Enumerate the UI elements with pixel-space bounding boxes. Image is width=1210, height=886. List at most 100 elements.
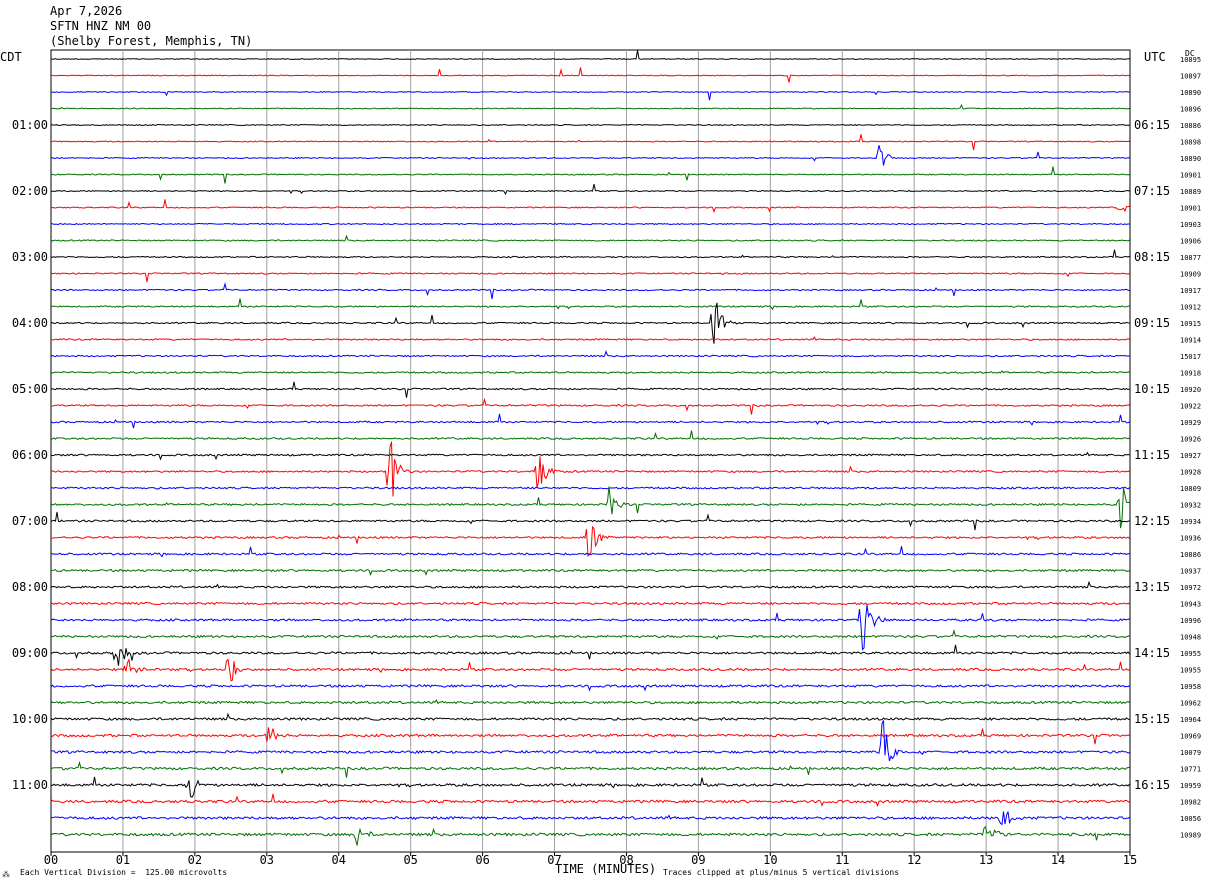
trace-row-45 [51, 776, 1130, 798]
cdt-hour-label: 01:00 [12, 118, 48, 132]
trace-row-14 [50, 272, 1130, 283]
dc-offset-label: 15017 [1180, 353, 1201, 361]
utc-hour-label: 08:15 [1134, 250, 1170, 264]
x-tick-label: 02 [188, 853, 202, 867]
trace-row-19 [50, 350, 1130, 358]
utc-hour-label: 10:15 [1134, 382, 1170, 396]
dc-offset-label: 10895 [1180, 56, 1201, 64]
x-tick-label: 14 [1051, 853, 1065, 867]
trace-row-31 [51, 546, 1130, 558]
dc-offset-label: 10964 [1180, 716, 1201, 724]
utc-hour-label: 06:15 [1134, 118, 1170, 132]
trace-row-9 [50, 183, 1130, 195]
x-tick-label: 06 [475, 853, 489, 867]
dc-offset-label: 10943 [1180, 601, 1201, 609]
trace-row-40 [50, 698, 1130, 705]
x-tick-label: 05 [403, 853, 417, 867]
trace-row-46 [50, 793, 1130, 808]
right-timezone-label: UTC [1144, 50, 1166, 64]
trace-row-16 [50, 298, 1130, 311]
dc-offset-label: 10912 [1180, 304, 1201, 312]
station-code: SFTN HNZ NM 00 [50, 19, 152, 33]
plot-frame [50, 49, 1131, 853]
cdt-hour-label: 10:00 [12, 712, 48, 726]
dc-offset-label: 10934 [1180, 518, 1201, 526]
trace-row-21 [50, 381, 1130, 398]
dc-offset-label: 10959 [1180, 782, 1201, 790]
x-tick-label: 08 [619, 853, 633, 867]
dc-offset-label: 10962 [1180, 700, 1201, 708]
cdt-hour-label: 06:00 [12, 448, 48, 462]
x-tick-label: 09 [691, 853, 705, 867]
dc-offset-label: 10928 [1180, 469, 1201, 477]
cdt-hour-label: 07:00 [12, 514, 48, 528]
cdt-hour-label: 09:00 [12, 646, 48, 660]
dc-offset-label: 10886 [1180, 122, 1201, 130]
trace-row-30 [50, 525, 1130, 557]
dc-offset-label: 10936 [1180, 535, 1201, 543]
utc-hour-label: 12:15 [1134, 514, 1170, 528]
trace-row-22 [50, 397, 1130, 415]
trace-row-11 [50, 222, 1130, 226]
dc-offset-label: 10929 [1180, 419, 1201, 427]
utc-hour-label: 09:15 [1134, 316, 1170, 330]
trace-row-25 [50, 451, 1130, 461]
dc-offset-label: 10969 [1180, 733, 1201, 741]
dc-offset-label: 10948 [1180, 634, 1201, 642]
x-tick-label: 00 [44, 853, 58, 867]
trace-row-32 [50, 568, 1130, 577]
cdt-hour-label: 08:00 [12, 580, 48, 594]
trace-row-42 [50, 727, 1130, 745]
trace-row-12 [50, 234, 1130, 242]
trace-row-36 [50, 628, 1130, 640]
trace-row-5 [50, 123, 1130, 127]
dc-offset-label: 10958 [1180, 683, 1201, 691]
trace-row-38 [50, 658, 1130, 682]
dc-offset-label: 10927 [1180, 452, 1201, 460]
cdt-hour-label: 04:00 [12, 316, 48, 330]
dc-offset-label: 10901 [1180, 205, 1201, 213]
x-tick-label: 10 [763, 853, 777, 867]
trace-row-24 [50, 430, 1130, 441]
dc-offset-label: 10809 [1180, 485, 1201, 493]
cdt-hour-label: 11:00 [12, 778, 48, 792]
trace-row-27 [50, 486, 1130, 490]
cdt-hour-label: 03:00 [12, 250, 48, 264]
trace-row-8 [50, 166, 1130, 184]
dc-offset-label: 10771 [1180, 766, 1201, 774]
dc-offset-label: 10897 [1180, 73, 1201, 81]
trace-row-15 [50, 282, 1130, 300]
x-tick-label: 07 [547, 853, 561, 867]
scale-note: Each Vertical Division = 125.00 microvol… [20, 868, 228, 877]
cdt-hour-label: 02:00 [12, 184, 48, 198]
trace-row-3 [50, 91, 1130, 101]
trace-row-2 [50, 67, 1130, 83]
dc-offset-label: 10915 [1180, 320, 1201, 328]
x-tick-label: 12 [907, 853, 921, 867]
trace-row-28 [50, 486, 1130, 529]
x-tick-label: 15 [1123, 853, 1137, 867]
dc-offset-label: 10920 [1180, 386, 1201, 394]
utc-hour-label: 14:15 [1134, 646, 1170, 660]
trace-row-17 [50, 302, 1130, 344]
trace-row-13 [50, 249, 1130, 259]
x-axis-title: TIME (MINUTES) [555, 862, 657, 876]
trace-row-23 [50, 413, 1130, 429]
utc-hour-label: 11:15 [1134, 448, 1170, 462]
trace-row-35 [50, 604, 1130, 651]
dc-offset-label: 10926 [1180, 436, 1201, 444]
dc-offset-label: 10996 [1180, 617, 1201, 625]
trace-row-18 [50, 336, 1130, 341]
trace-row-26 [50, 441, 1130, 497]
utc-hour-label: 16:15 [1134, 778, 1170, 792]
trace-row-39 [50, 684, 1130, 692]
x-tick-label: 04 [332, 853, 346, 867]
dc-offset-label: 10877 [1180, 254, 1201, 262]
trace-row-10 [50, 199, 1130, 214]
dc-offset-label: 10917 [1180, 287, 1201, 295]
x-tick-label: 03 [260, 853, 274, 867]
scale-marker-icon: ⁂ [2, 870, 10, 879]
clip-note: Traces clipped at plus/minus 5 vertical … [663, 868, 900, 877]
utc-hour-label: 15:15 [1134, 712, 1170, 726]
